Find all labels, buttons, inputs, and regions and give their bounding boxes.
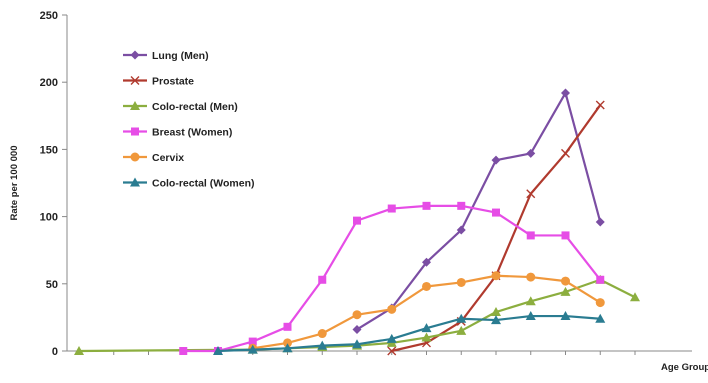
data-point: [386, 333, 397, 343]
data-point: [526, 231, 535, 240]
legend-item: Prostate: [123, 76, 194, 88]
series-3: [179, 201, 605, 355]
data-point: [213, 346, 223, 355]
legend-item: Colo-rectal (Women): [123, 177, 254, 190]
data-point: [283, 338, 292, 348]
legend-marker: [130, 101, 140, 110]
data-point: [352, 310, 362, 320]
series-0: [352, 88, 605, 334]
data-point: [560, 286, 571, 296]
data-point: [283, 322, 292, 331]
y-tick-label: 0: [52, 346, 58, 358]
data-point: [318, 275, 327, 284]
legend-label: Colo-rectal (Women): [152, 178, 254, 190]
y-tick-label: 50: [46, 279, 58, 291]
data-point: [596, 275, 605, 284]
data-point: [317, 340, 328, 350]
legend-marker: [130, 76, 140, 85]
data-point: [525, 296, 536, 306]
series-5: [213, 311, 606, 355]
data-point: [491, 307, 501, 317]
data-point: [457, 201, 466, 210]
y-tick-label: 250: [40, 10, 58, 22]
legend-label: Breast (Women): [152, 127, 232, 139]
data-point: [421, 323, 432, 333]
data-point: [595, 217, 605, 227]
data-point: [422, 201, 431, 210]
data-point: [353, 216, 361, 225]
data-point: [74, 346, 84, 355]
y-tick-label: 100: [40, 212, 58, 224]
legend-marker: [130, 177, 140, 187]
data-point: [561, 88, 570, 98]
chart-legend: Lung (Men) Prostate Colo-rectal (Men) Breas…: [123, 50, 254, 190]
data-point: [456, 225, 466, 235]
data-point: [421, 332, 432, 342]
legend-label: Colo-rectal (Men): [152, 101, 238, 113]
data-point: [526, 189, 536, 199]
data-point: [317, 329, 327, 339]
data-point: [491, 315, 501, 325]
y-tick-label: 200: [40, 77, 58, 89]
legend-marker: [130, 152, 140, 162]
data-point: [526, 272, 536, 282]
data-point: [179, 347, 188, 355]
legend-label: Cervix: [152, 152, 184, 164]
series-layer: [74, 88, 640, 356]
x-axis-title: Age Group: [661, 362, 708, 373]
legend-marker: [131, 127, 139, 136]
legend-item: Lung (Men): [123, 50, 209, 62]
y-axis-title: Rate per 100 000: [9, 146, 20, 221]
data-point: [630, 292, 640, 302]
data-point: [595, 100, 605, 110]
legend-item: Breast (Women): [123, 127, 232, 139]
data-point: [492, 208, 500, 217]
data-point: [387, 204, 396, 213]
data-point: [248, 337, 257, 346]
data-point: [422, 281, 431, 291]
data-point: [491, 155, 501, 165]
data-point: [525, 311, 536, 321]
data-point: [561, 148, 570, 158]
data-point: [561, 231, 570, 240]
data-point: [247, 344, 258, 354]
legend-label: Prostate: [152, 76, 194, 88]
data-point: [352, 339, 362, 349]
legend-label: Lung (Men): [152, 50, 209, 62]
data-point: [456, 277, 466, 287]
y-tick-label: 150: [40, 144, 58, 156]
legend-item: Cervix: [123, 152, 184, 164]
data-point: [561, 276, 570, 286]
data-point: [491, 271, 501, 281]
data-point: [595, 313, 606, 323]
data-point: [595, 298, 605, 308]
legend-item: Colo-rectal (Men): [123, 101, 238, 113]
data-point: [387, 304, 397, 314]
data-point: [282, 343, 293, 353]
data-point: [387, 346, 397, 356]
series-line: [356, 91, 602, 331]
data-point: [526, 148, 536, 158]
series-line: [217, 314, 601, 353]
data-point: [422, 257, 431, 267]
data-point: [456, 325, 467, 335]
data-point: [352, 324, 362, 334]
legend-marker: [130, 50, 140, 60]
data-point: [560, 311, 571, 321]
data-point: [456, 313, 467, 323]
